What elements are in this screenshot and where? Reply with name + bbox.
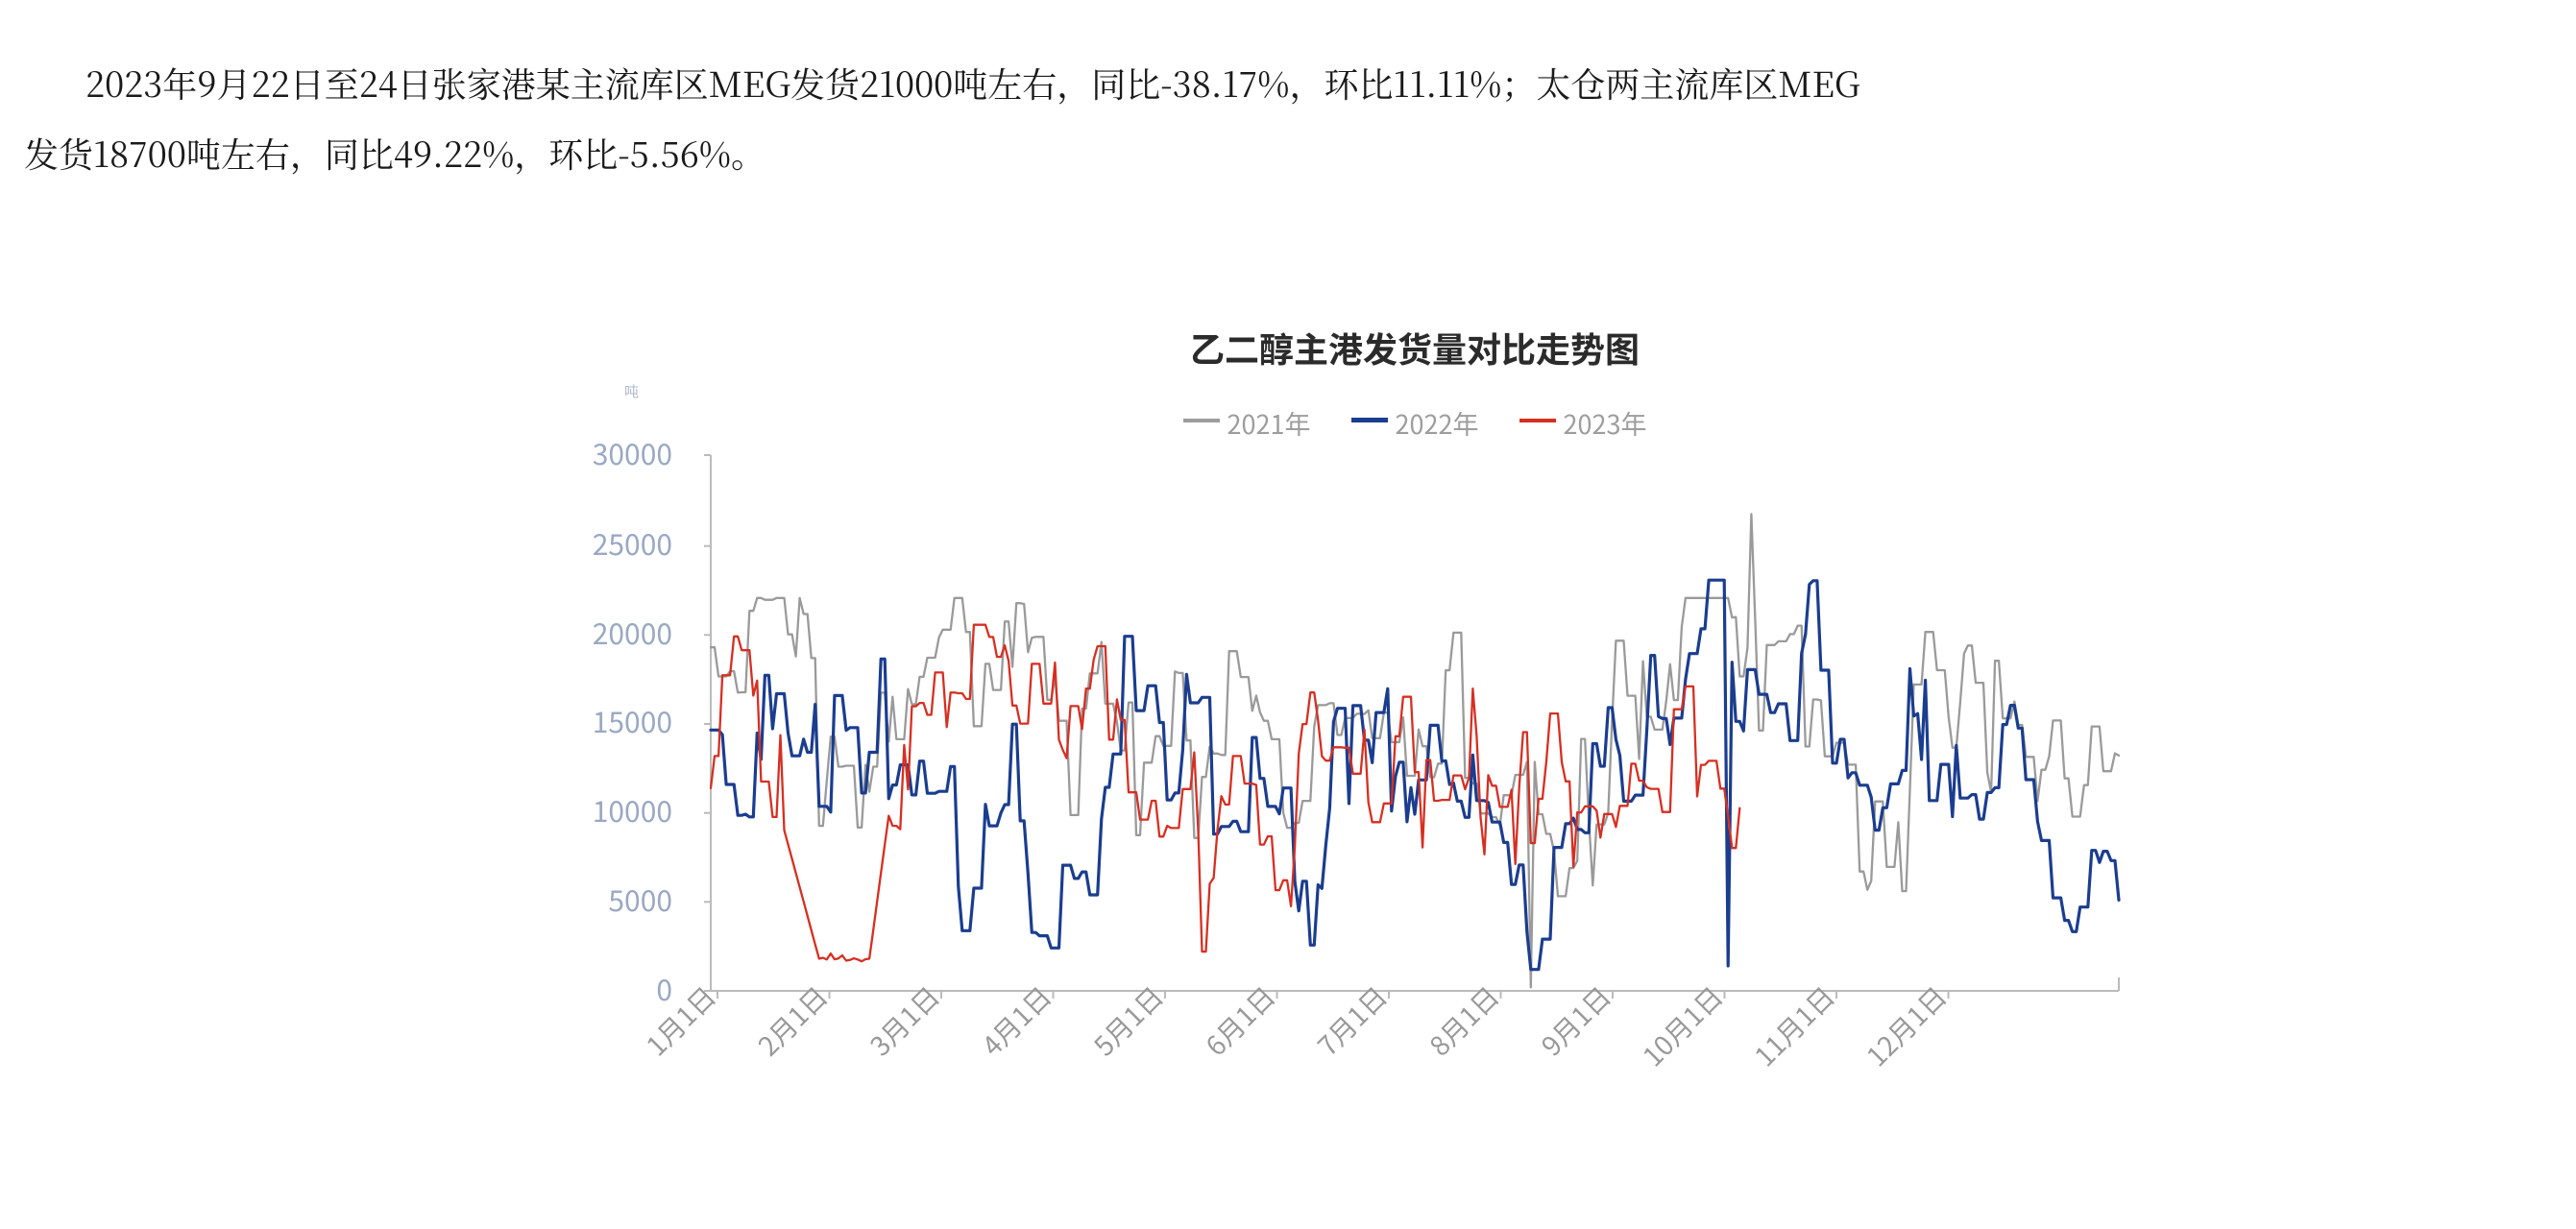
svg-text:15000: 15000 — [593, 699, 672, 741]
svg-text:10月1日: 10月1日 — [1634, 977, 1731, 1074]
svg-text:20000: 20000 — [593, 611, 672, 653]
svg-text:12月1日: 12月1日 — [1858, 977, 1955, 1074]
svg-text:25000: 25000 — [593, 521, 672, 564]
svg-text:30000: 30000 — [593, 431, 672, 473]
svg-text:5000: 5000 — [608, 878, 672, 920]
svg-text:11月1日: 11月1日 — [1746, 977, 1843, 1074]
svg-text:10000: 10000 — [593, 788, 672, 831]
